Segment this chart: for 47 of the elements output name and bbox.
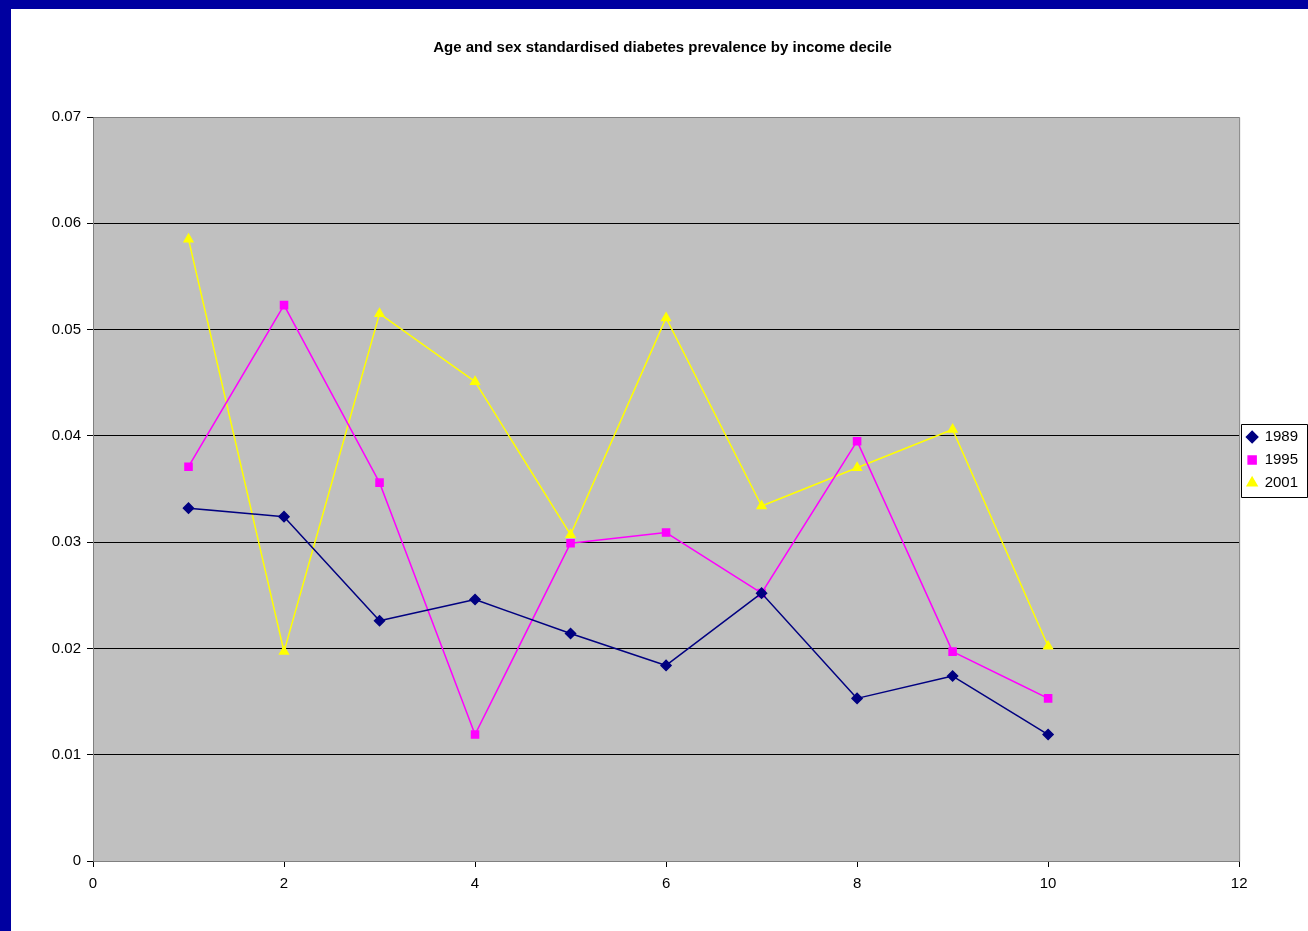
- x-tick-label: 4: [470, 874, 480, 892]
- point: [948, 647, 957, 656]
- point: [1042, 728, 1054, 741]
- point: [1043, 640, 1054, 650]
- y-tick-label: 0.05: [51, 319, 81, 337]
- x-tick-label: 0: [88, 874, 98, 892]
- point: [661, 528, 671, 537]
- point: [852, 436, 862, 446]
- point: [278, 510, 290, 523]
- point: [375, 478, 384, 487]
- x-tick-label: 8: [852, 874, 862, 892]
- point: [946, 670, 959, 682]
- x-tick-label: 6: [661, 874, 671, 892]
- legend-label: 2001: [1264, 473, 1299, 491]
- y-tick-label: 0.07: [51, 107, 81, 125]
- y-tick-label: 0.03: [51, 532, 81, 550]
- point: [564, 627, 577, 640]
- point: [660, 312, 672, 322]
- point: [184, 462, 193, 471]
- point: [374, 307, 385, 317]
- point: [373, 615, 386, 627]
- point: [566, 538, 575, 548]
- point: [947, 423, 958, 433]
- y-tick-label: 0.04: [51, 426, 81, 443]
- x-tick-label: 12: [1230, 874, 1248, 892]
- point: [469, 375, 481, 385]
- point: [182, 502, 195, 514]
- point: [565, 528, 576, 538]
- y-tick-label: 0.02: [51, 638, 81, 656]
- point: [1043, 694, 1053, 703]
- legend-label: 1995: [1264, 450, 1299, 468]
- x-tick-label: 2: [279, 874, 289, 892]
- y-tick-label: 0.01: [51, 744, 81, 762]
- point: [851, 692, 863, 705]
- point: [660, 659, 672, 672]
- point: [469, 593, 481, 606]
- point: [852, 461, 863, 471]
- y-tick-label: 0.06: [51, 213, 81, 231]
- point: [470, 730, 480, 739]
- x-tick-label: 10: [1039, 874, 1057, 892]
- point: [183, 233, 194, 243]
- point: [278, 645, 290, 655]
- legend-label: 1989: [1264, 427, 1299, 445]
- point: [279, 300, 289, 310]
- chart-title: Age and sex standardised diabetes prevalence by income decile: [433, 38, 892, 56]
- point: [756, 500, 767, 510]
- y-tick-label: 0: [72, 851, 81, 869]
